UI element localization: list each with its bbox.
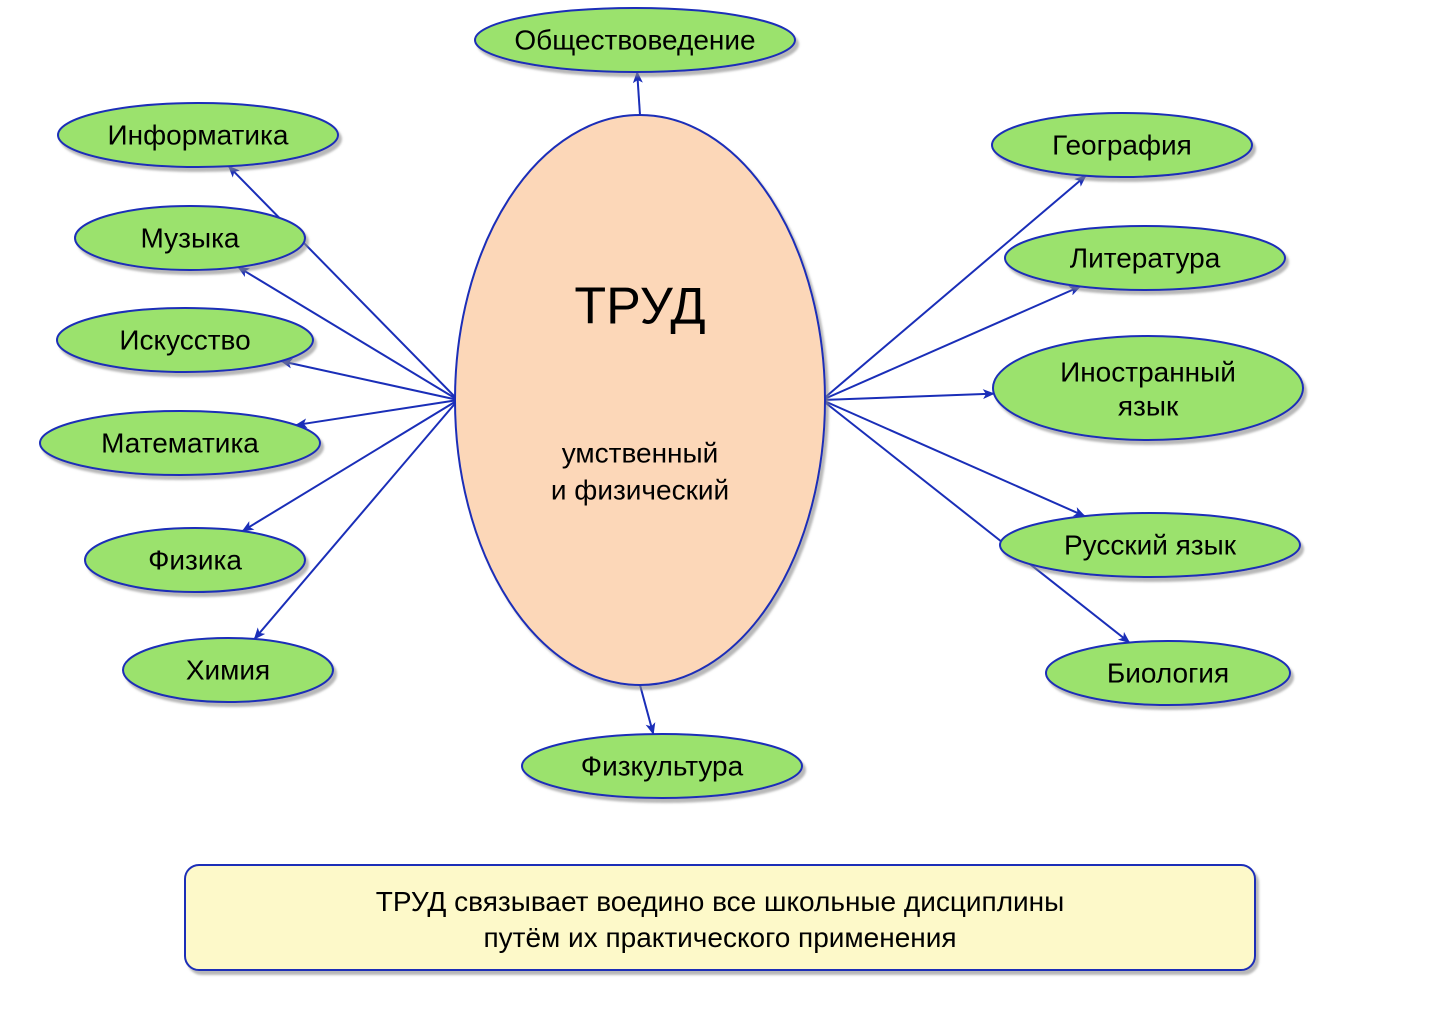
node-rus-label: Русский язык (1064, 529, 1237, 560)
edge-math (296, 400, 458, 425)
node-bio-label: Биология (1107, 657, 1229, 688)
node-phys: Физика (85, 528, 305, 592)
node-art-label: Искусство (119, 324, 250, 355)
node-social: Обществоведение (475, 8, 795, 72)
node-geo: География (992, 113, 1252, 177)
edge-foreign (822, 394, 994, 400)
node-chem-label: Химия (186, 654, 270, 685)
center-node: ТРУД умственный и физический (455, 115, 825, 685)
node-foreign-label-1: Иностранный (1060, 356, 1236, 387)
node-inform: Информатика (58, 103, 338, 167)
center-title: ТРУД (574, 278, 705, 336)
node-geo-label: География (1052, 129, 1192, 160)
node-math-label: Математика (101, 427, 259, 458)
center-subtitle-2: и физический (551, 474, 729, 505)
node-foreign: Иностранныйязык (993, 336, 1303, 440)
node-social-label: Обществоведение (514, 24, 755, 55)
caption-box: ТРУД связывает воедино все школьные дисц… (185, 865, 1255, 970)
caption-line-2: путём их практического применения (483, 922, 956, 953)
node-inform-label: Информатика (108, 119, 289, 150)
node-bio: Биология (1046, 641, 1290, 705)
node-foreign-label-2: язык (1118, 390, 1179, 421)
node-phys-label: Физика (148, 544, 242, 575)
center-subtitle-1: умственный (562, 437, 719, 468)
node-pe: Физкультура (522, 734, 802, 798)
node-rus: Русский язык (1000, 513, 1300, 577)
node-chem: Химия (123, 638, 333, 702)
node-art: Искусство (57, 308, 313, 372)
caption-line-1: ТРУД связывает воедино все школьные дисц… (376, 886, 1065, 917)
edge-art (281, 361, 458, 400)
node-music: Музыка (75, 206, 305, 270)
edge-social (637, 72, 640, 115)
node-lit: Литература (1005, 226, 1285, 290)
node-lit-label: Литература (1070, 242, 1221, 273)
edge-pe (640, 685, 653, 734)
node-math: Математика (40, 411, 320, 475)
node-pe-label: Физкультура (581, 750, 744, 781)
concept-diagram: ТРУД умственный и физический Обществоведени… (0, 0, 1435, 1009)
node-music-label: Музыка (140, 222, 239, 253)
